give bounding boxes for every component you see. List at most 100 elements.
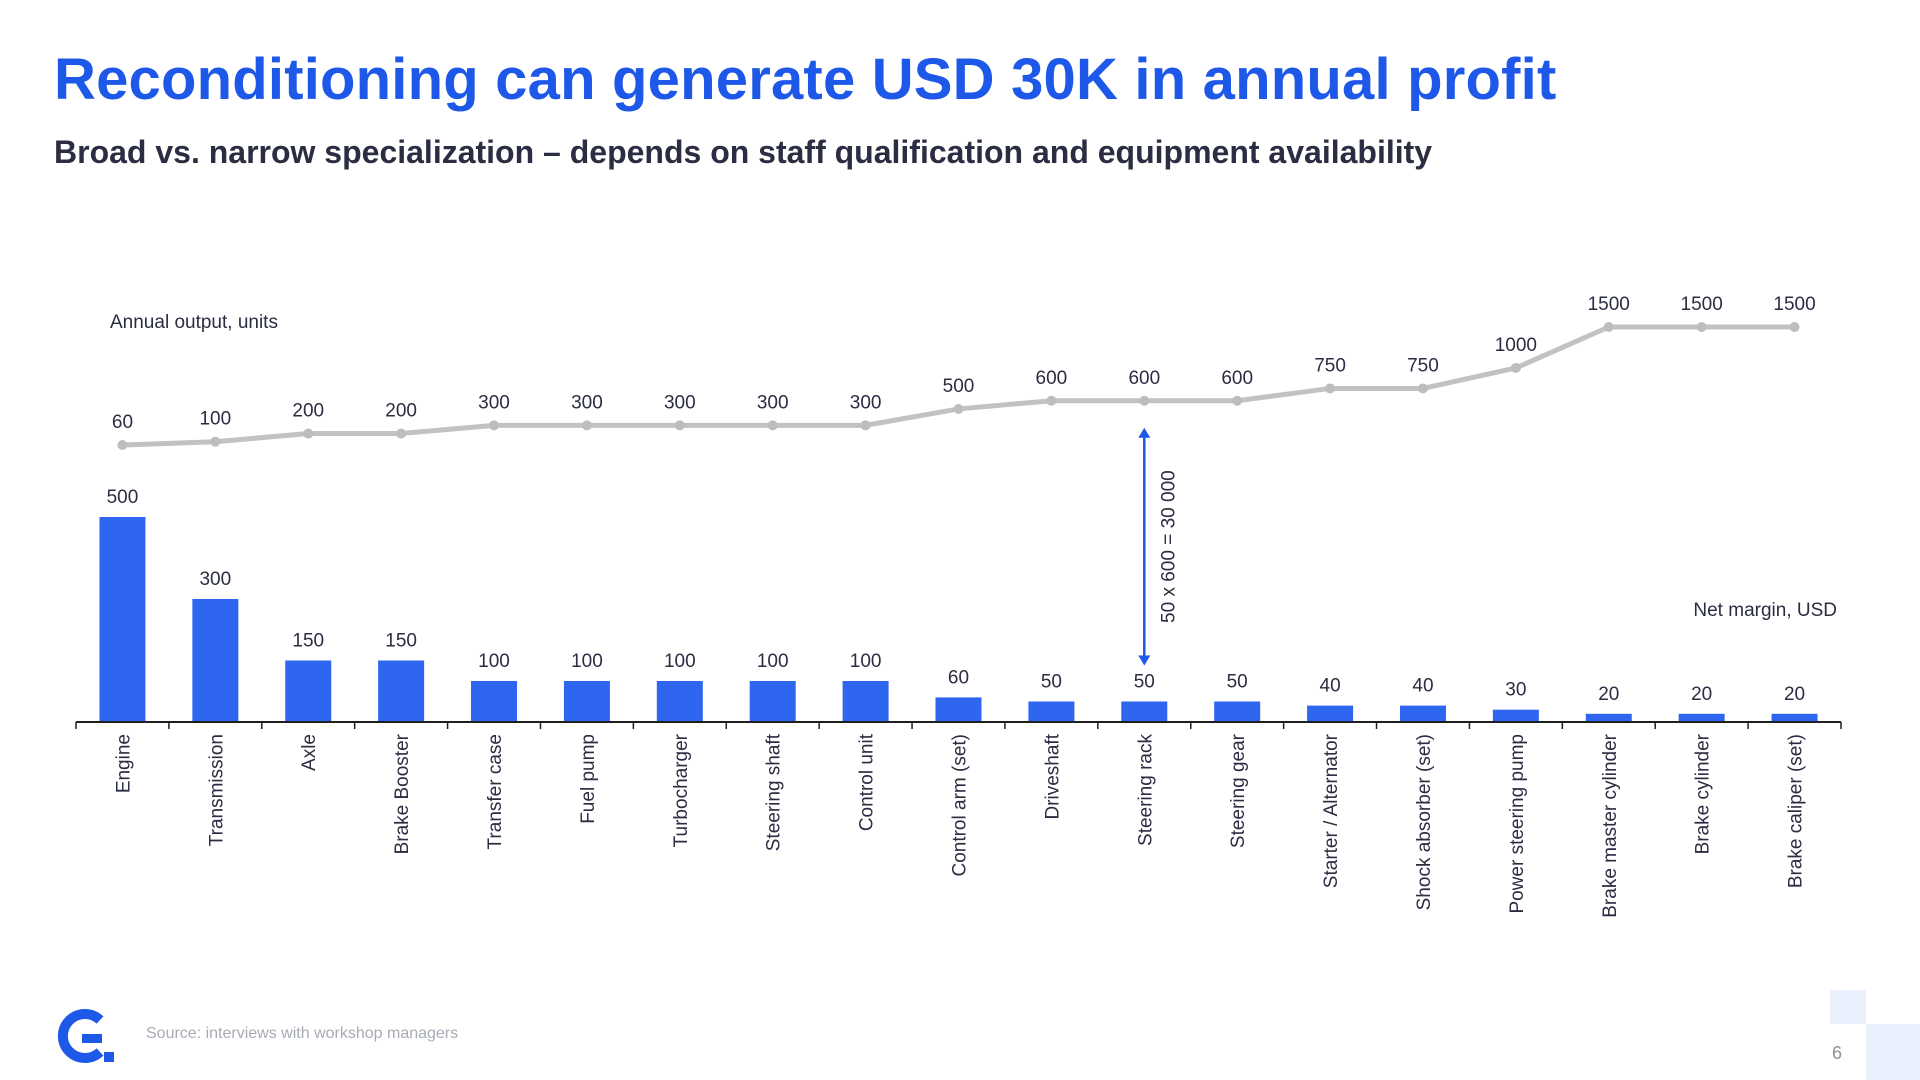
line-value-label: 100 — [199, 409, 231, 430]
bar — [1307, 705, 1354, 722]
line-value-label: 1500 — [1588, 294, 1630, 315]
category-label: Power steering pump — [1507, 734, 1528, 914]
line-value-label: 300 — [571, 392, 603, 413]
margin-output-chart: Annual output, units Net margin, USD 500… — [75, 294, 1842, 918]
bar-value-label: 150 — [292, 631, 324, 652]
bar — [1214, 701, 1261, 722]
bar — [842, 681, 889, 722]
category-label: Steering gear — [1228, 733, 1249, 848]
arrow-down-icon — [1138, 655, 1151, 666]
line-value-label: 60 — [112, 412, 133, 433]
line-point — [1139, 395, 1150, 406]
bar — [99, 517, 146, 722]
category-label: Brake master cylinder — [1600, 733, 1621, 917]
line-point — [210, 436, 221, 447]
bar — [1585, 713, 1632, 722]
annotation-label: 50 x 600 = 30 000 — [1158, 470, 1179, 623]
category-label: Steering shaft — [764, 733, 785, 851]
line-point — [1232, 395, 1243, 406]
bar — [1121, 701, 1168, 722]
category-label: Brake cylinder — [1693, 733, 1714, 854]
bar-value-label: 100 — [571, 651, 603, 672]
bar-value-label: 50 — [1041, 672, 1062, 693]
slide-title: Reconditioning can generate USD 30K in a… — [54, 47, 1557, 112]
bar-value-label: 20 — [1784, 684, 1805, 705]
line-point — [489, 420, 500, 431]
bar-value-label: 40 — [1412, 676, 1433, 697]
line-value-label: 1000 — [1495, 335, 1537, 356]
bar — [378, 660, 425, 722]
bar — [1399, 705, 1446, 722]
bar-value-label: 30 — [1505, 680, 1526, 701]
bar — [656, 681, 703, 722]
line-value-label: 300 — [664, 392, 696, 413]
category-label: Shock absorber (set) — [1414, 734, 1435, 910]
line-point — [581, 420, 592, 431]
bar-series-label: Net margin, USD — [1693, 600, 1837, 621]
bar-value-label: 100 — [478, 651, 510, 672]
arrow-up-icon — [1138, 427, 1151, 438]
decorative-square — [1866, 1024, 1920, 1080]
line-point — [1510, 362, 1521, 373]
decorative-square — [1830, 990, 1866, 1024]
line-value-label: 600 — [1221, 368, 1253, 389]
line-point — [303, 428, 314, 439]
category-label: Fuel pump — [578, 734, 599, 824]
line-value-label: 300 — [478, 392, 510, 413]
line-value-label: 750 — [1314, 355, 1346, 376]
bar-value-label: 100 — [664, 651, 696, 672]
bar-value-label: 20 — [1691, 684, 1712, 705]
line-point — [1603, 322, 1614, 332]
line-series-label: Annual output, units — [110, 312, 278, 333]
line-value-label: 300 — [850, 392, 882, 413]
line-value-label: 200 — [292, 401, 324, 422]
bar-value-label: 500 — [107, 487, 139, 508]
bar-value-label: 100 — [757, 651, 789, 672]
bar-value-label: 50 — [1134, 672, 1155, 693]
line-value-label: 600 — [1036, 368, 1068, 389]
bar — [1678, 713, 1725, 722]
category-label: Turbocharger — [671, 733, 692, 847]
bar-value-label: 300 — [199, 569, 231, 590]
bar — [285, 660, 332, 722]
line-point — [674, 420, 685, 431]
category-label: Brake Booster — [392, 733, 413, 854]
line-point — [1325, 383, 1336, 394]
bar-value-label: 100 — [850, 651, 882, 672]
bar — [1771, 713, 1818, 722]
line-point — [117, 440, 128, 450]
bar-value-label: 20 — [1598, 684, 1619, 705]
category-label: Driveshaft — [1042, 733, 1063, 819]
category-label: Control arm (set) — [950, 734, 971, 877]
category-label: Starter / Alternator — [1321, 733, 1342, 888]
slide-subtitle: Broad vs. narrow specialization – depend… — [54, 134, 1433, 170]
line-value-label: 1500 — [1773, 294, 1815, 315]
bar — [1492, 709, 1539, 722]
bar-value-label: 50 — [1227, 672, 1248, 693]
source-note: Source: interviews with workshop manager… — [146, 1025, 459, 1042]
bar — [471, 681, 518, 722]
bar — [192, 599, 239, 722]
line-point — [1417, 383, 1428, 394]
bar-value-label: 150 — [385, 631, 417, 652]
line-value-label: 600 — [1128, 368, 1160, 389]
line-value-label: 750 — [1407, 355, 1439, 376]
line-point — [1789, 322, 1800, 332]
line-point — [767, 420, 778, 431]
line-value-label: 500 — [943, 376, 975, 397]
line-value-label: 1500 — [1681, 294, 1723, 315]
bar — [1028, 701, 1075, 722]
line-point — [1046, 395, 1057, 406]
bar — [563, 681, 610, 722]
category-label: Axle — [299, 734, 320, 771]
bar-value-label: 60 — [948, 667, 969, 688]
category-label: Engine — [113, 734, 134, 793]
line-value-label: 200 — [385, 401, 417, 422]
bar — [935, 697, 982, 722]
category-label: Control unit — [857, 733, 878, 831]
category-label: Transmission — [206, 734, 227, 846]
category-label: Transfer case — [485, 734, 506, 849]
bar-value-label: 40 — [1320, 676, 1341, 697]
page-number: 6 — [1832, 1043, 1843, 1063]
